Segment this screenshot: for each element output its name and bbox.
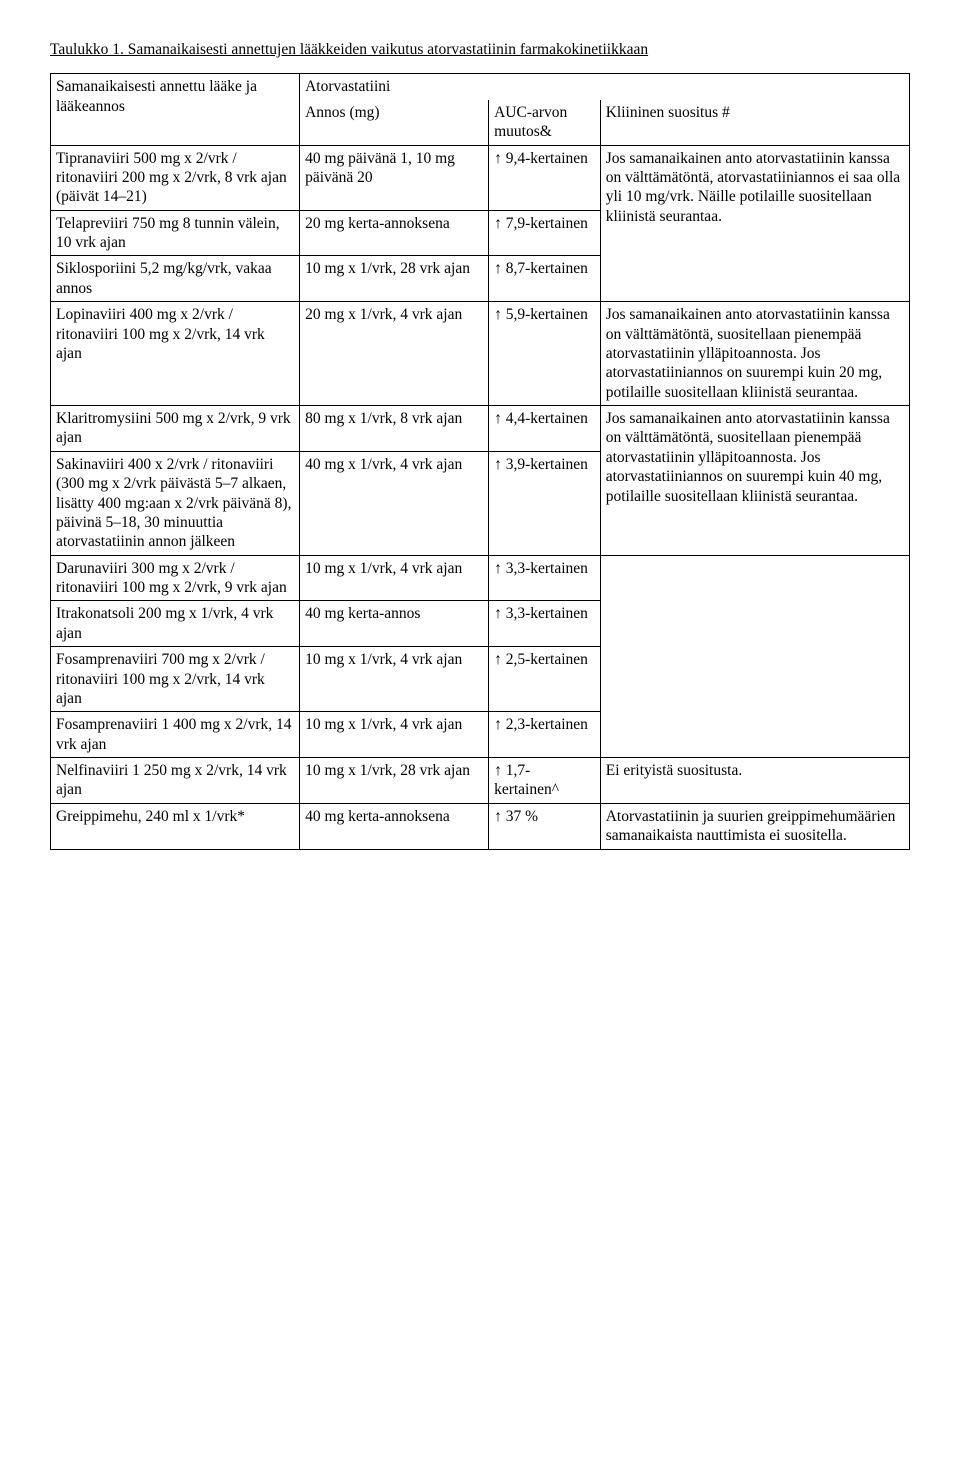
drug-cell: Darunaviiri 300 mg x 2/vrk / ritonaviiri… (51, 555, 300, 601)
table-row: Klaritromysiini 500 mg x 2/vrk, 9 vrk aj… (51, 406, 910, 452)
header-drug: Samanaikaisesti annettu lääke ja lääkean… (51, 74, 300, 145)
rec-cell: Jos samanaikainen anto atorvastatiinin k… (600, 406, 909, 556)
dose-cell: 40 mg x 1/vrk, 4 vrk ajan (300, 451, 489, 555)
drug-cell: Tipranaviiri 500 mg x 2/vrk / ritonaviir… (51, 145, 300, 210)
auc-cell: ↑ 3,3-kertainen (489, 555, 601, 601)
drug-cell: Fosamprenaviiri 700 mg x 2/vrk / ritonav… (51, 647, 300, 712)
drug-cell: Nelfinaviiri 1 250 mg x 2/vrk, 14 vrk aj… (51, 758, 300, 804)
dose-cell: 10 mg x 1/vrk, 4 vrk ajan (300, 712, 489, 758)
auc-cell: ↑ 1,7-kertainen^ (489, 758, 601, 804)
rec-cell (600, 555, 909, 757)
drug-cell: Fosamprenaviiri 1 400 mg x 2/vrk, 14 vrk… (51, 712, 300, 758)
auc-cell: ↑ 7,9-kertainen (489, 210, 601, 256)
dose-cell: 20 mg x 1/vrk, 4 vrk ajan (300, 302, 489, 406)
dose-cell: 80 mg x 1/vrk, 8 vrk ajan (300, 406, 489, 452)
drug-cell: Klaritromysiini 500 mg x 2/vrk, 9 vrk aj… (51, 406, 300, 452)
dose-cell: 20 mg kerta-annoksena (300, 210, 489, 256)
header-atorvastatin: Atorvastatiini (300, 74, 910, 100)
header-dose: Annos (mg) (300, 100, 489, 145)
drug-cell: Sakinaviiri 400 x 2/vrk / ritonaviiri (3… (51, 451, 300, 555)
table-row: Tipranaviiri 500 mg x 2/vrk / ritonaviir… (51, 145, 910, 210)
interaction-table: Samanaikaisesti annettu lääke ja lääkean… (50, 73, 910, 849)
table-row: Darunaviiri 300 mg x 2/vrk / ritonaviiri… (51, 555, 910, 601)
dose-cell: 40 mg päivänä 1, 10 mg päivänä 20 (300, 145, 489, 210)
drug-cell: Lopinaviiri 400 mg x 2/vrk / ritonaviiri… (51, 302, 300, 406)
dose-cell: 10 mg x 1/vrk, 28 vrk ajan (300, 758, 489, 804)
dose-cell: 40 mg kerta-annos (300, 601, 489, 647)
auc-cell: ↑ 2,3-kertainen (489, 712, 601, 758)
dose-cell: 40 mg kerta-annoksena (300, 803, 489, 849)
rec-cell: Jos samanaikainen anto atorvastatiinin k… (600, 145, 909, 302)
auc-cell: ↑ 3,3-kertainen (489, 601, 601, 647)
auc-cell: ↑ 4,4-kertainen (489, 406, 601, 452)
dose-cell: 10 mg x 1/vrk, 4 vrk ajan (300, 555, 489, 601)
dose-cell: 10 mg x 1/vrk, 28 vrk ajan (300, 256, 489, 302)
table-title: Taulukko 1. Samanaikaisesti annettujen l… (50, 40, 910, 59)
table-row: Lopinaviiri 400 mg x 2/vrk / ritonaviiri… (51, 302, 910, 406)
table-row: Greippimehu, 240 ml x 1/vrk* 40 mg kerta… (51, 803, 910, 849)
table-row: Nelfinaviiri 1 250 mg x 2/vrk, 14 vrk aj… (51, 758, 910, 804)
auc-cell: ↑ 3,9-kertainen (489, 451, 601, 555)
rec-cell: Ei erityistä suositusta. (600, 758, 909, 804)
drug-cell: Telapreviiri 750 mg 8 tunnin välein, 10 … (51, 210, 300, 256)
drug-cell: Siklosporiini 5,2 mg/kg/vrk, vakaa annos (51, 256, 300, 302)
table-header-row-1: Samanaikaisesti annettu lääke ja lääkean… (51, 74, 910, 100)
auc-cell: ↑ 2,5-kertainen (489, 647, 601, 712)
header-rec: Kliininen suositus # (600, 100, 909, 145)
drug-cell: Itrakonatsoli 200 mg x 1/vrk, 4 vrk ajan (51, 601, 300, 647)
drug-cell: Greippimehu, 240 ml x 1/vrk* (51, 803, 300, 849)
auc-cell: ↑ 37 % (489, 803, 601, 849)
dose-cell: 10 mg x 1/vrk, 4 vrk ajan (300, 647, 489, 712)
auc-cell: ↑ 8,7-kertainen (489, 256, 601, 302)
rec-cell: Jos samanaikainen anto atorvastatiinin k… (600, 302, 909, 406)
header-auc: AUC-arvon muutos& (489, 100, 601, 145)
rec-cell: Atorvastatiinin ja suurien greippimehumä… (600, 803, 909, 849)
auc-cell: ↑ 9,4-kertainen (489, 145, 601, 210)
auc-cell: ↑ 5,9-kertainen (489, 302, 601, 406)
